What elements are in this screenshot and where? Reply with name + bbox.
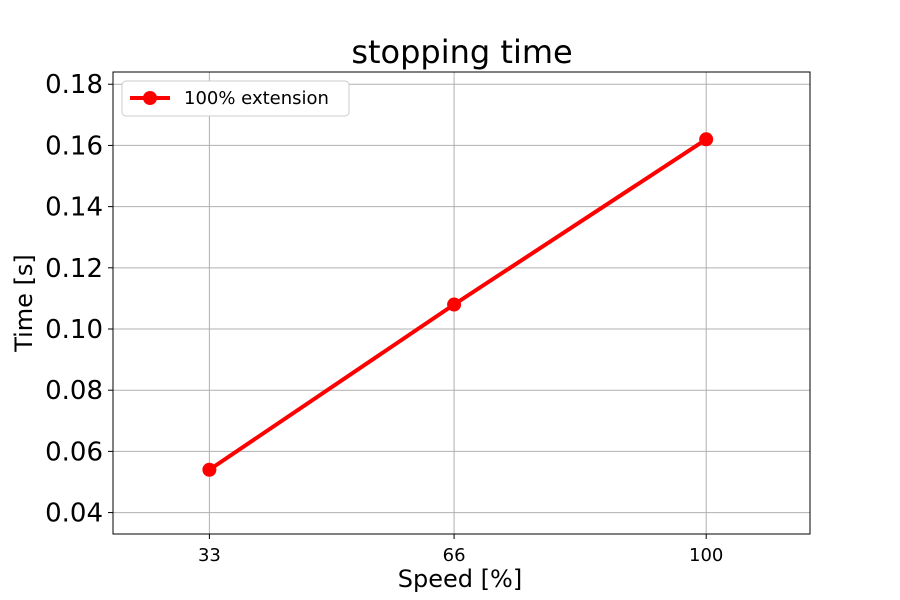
- data-point: [202, 462, 217, 477]
- y-tick-label: 0.14: [45, 193, 103, 223]
- data-point: [447, 297, 462, 312]
- y-tick-label: 0.18: [45, 70, 103, 100]
- chart-title: stopping time: [351, 33, 572, 71]
- y-tick-label: 0.06: [45, 437, 103, 467]
- y-tick-label: 0.04: [45, 499, 103, 529]
- x-tick-label: 33: [198, 545, 221, 566]
- y-tick-label: 0.10: [45, 315, 103, 345]
- y-tick-label: 0.12: [45, 254, 103, 284]
- legend-marker-swatch: [143, 91, 157, 105]
- y-tick-label: 0.16: [45, 131, 103, 161]
- legend: 100% extension: [121, 80, 350, 117]
- data-point: [699, 132, 714, 147]
- series-layer: [202, 132, 714, 477]
- legend-label: 100% extension: [184, 88, 329, 109]
- y-axis-label: Time [s]: [10, 254, 38, 353]
- y-tick-label: 0.08: [45, 376, 103, 406]
- legend-box: [121, 80, 350, 117]
- x-tick-label: 66: [443, 545, 466, 566]
- plot-area-frame: [112, 71, 811, 535]
- x-axis-label: Speed [%]: [398, 565, 522, 593]
- x-tick-label: 100: [689, 545, 723, 566]
- axis-ticks: 33 66 100 0.04 0.06 0.08 0.10 0.12 0.14 0.16 0.18: [45, 70, 723, 566]
